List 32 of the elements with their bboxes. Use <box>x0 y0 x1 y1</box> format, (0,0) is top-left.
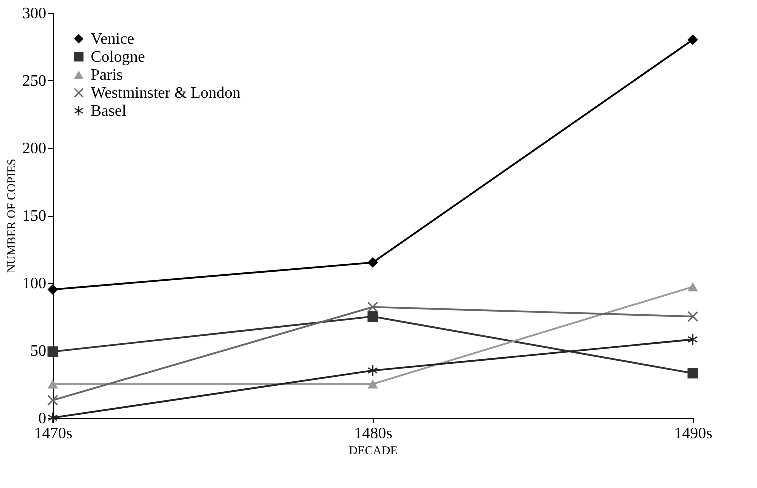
x-tick-label: 1490s <box>674 426 713 442</box>
point <box>688 368 698 379</box>
y-axis-title: NUMBER OF COPIES <box>4 158 18 274</box>
point <box>48 380 58 389</box>
y-tick-label: 250 <box>22 73 46 90</box>
legend-label: Paris <box>91 67 123 84</box>
point <box>368 312 378 322</box>
legend-label: Westminster & London <box>91 85 241 102</box>
legend-label: Basel <box>91 103 128 120</box>
legend-label: Cologne <box>91 49 146 66</box>
point <box>48 284 58 295</box>
x-tick-label: 1470s <box>34 426 73 442</box>
point <box>368 302 378 313</box>
point <box>688 312 698 322</box>
x-tick-label: 1480s <box>354 426 393 442</box>
point <box>368 258 378 268</box>
legend-label: Venice <box>91 31 135 48</box>
point <box>688 334 698 345</box>
y-tick-label: 0 <box>38 410 46 428</box>
y-tick-label: 50 <box>30 343 46 360</box>
point <box>368 366 378 376</box>
y-tick-label: 300 <box>22 6 46 22</box>
point <box>48 395 58 406</box>
point <box>368 380 378 389</box>
y-tick-label: 200 <box>22 140 46 158</box>
x-axis-title: DECADE <box>349 444 398 458</box>
point <box>48 346 58 358</box>
point <box>688 34 698 46</box>
point <box>48 412 58 424</box>
y-tick-label: 150 <box>22 208 46 225</box>
point <box>688 282 698 292</box>
y-tick-label: 100 <box>22 276 46 292</box>
